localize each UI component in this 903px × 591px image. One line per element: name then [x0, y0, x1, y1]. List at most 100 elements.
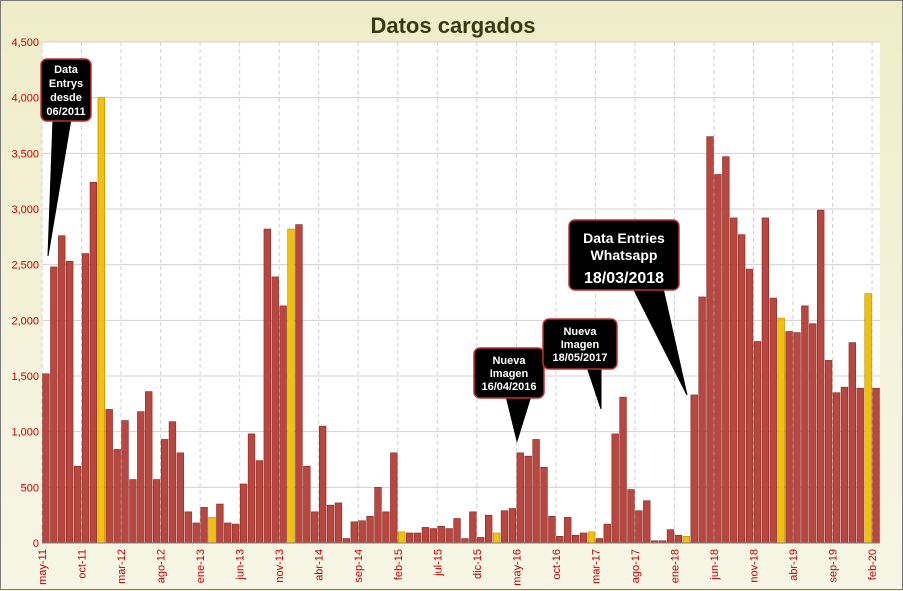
bar-oct-13	[271, 276, 279, 544]
callout-box	[542, 318, 618, 370]
bar-jun-16	[524, 455, 532, 544]
bar-jun-17	[619, 396, 627, 544]
annotations: DataEntrysdesde06/2011NuevaImagen16/04/2…	[40, 58, 688, 443]
bar-dic-14	[382, 511, 390, 544]
bar-jul-18	[722, 156, 730, 544]
bar-ago-11	[66, 261, 74, 544]
bar-dic-13	[287, 228, 295, 544]
bar-abr-13	[224, 522, 232, 544]
bar-jun-12	[145, 391, 153, 544]
bar-may-13	[232, 523, 240, 544]
bar-ago-14	[350, 521, 358, 544]
bar-abr-18	[698, 296, 706, 544]
bar-jul-11	[58, 235, 66, 544]
bar-jun-18	[714, 174, 722, 544]
y-axis: 0 500 1,000 1,500 2,000 2,500 3,000 3,500 4,000 4…	[11, 37, 39, 550]
bar-ago-13	[255, 460, 264, 544]
bar-mar-16	[500, 510, 509, 544]
bar-oct-11	[81, 253, 90, 544]
bar-dic-19	[856, 387, 864, 544]
x-tick-label: abr-14	[314, 549, 326, 581]
bar-nov-16	[564, 517, 572, 544]
bar-dic-12	[192, 522, 200, 544]
bar-ago-18	[730, 217, 738, 544]
bar-jun-15	[429, 528, 437, 544]
bar-nov-13	[279, 305, 287, 544]
y-tick-label: 4,500	[11, 37, 39, 49]
bar-feb-17	[587, 531, 596, 544]
bar-jul-19	[817, 209, 825, 544]
bar-jun-13	[239, 483, 248, 544]
bar-mar-15	[405, 532, 414, 544]
bar-jul-16	[532, 439, 540, 544]
x-tick-label: nov-18	[749, 549, 761, 583]
callout-box	[568, 219, 680, 291]
callout-text: 06/2011	[46, 106, 85, 118]
bar-abr-12	[129, 479, 137, 544]
y-tick-label: 0	[33, 538, 39, 550]
bar-ago-15	[445, 528, 453, 544]
bar-sep-13	[263, 228, 271, 544]
x-tick-label: oct-11	[77, 549, 89, 579]
callout-text: Imagen	[490, 368, 529, 380]
bar-feb-16	[492, 532, 501, 544]
bar-sep-19	[832, 392, 841, 544]
bar-ene-20	[864, 293, 872, 544]
bar-mar-14	[311, 511, 319, 544]
bar-mar-13	[216, 503, 224, 544]
x-tick-label: jul-15	[432, 549, 444, 577]
bar-ago-12	[160, 439, 169, 544]
bar-jul-17	[627, 489, 635, 544]
bar-sep-11	[73, 465, 82, 544]
x-tick-label: ene-13	[195, 549, 207, 583]
callout-text: Nueva	[492, 355, 526, 367]
bar-jul-12	[152, 479, 161, 544]
x-tick-label: ago-17	[630, 549, 642, 583]
bar-nov-19	[848, 342, 856, 544]
bar-jul-15	[437, 525, 445, 544]
bar-mar-18	[690, 394, 698, 544]
bar-ago-19	[824, 360, 833, 544]
bar-abr-14	[318, 425, 327, 544]
callout-box	[473, 347, 545, 399]
bar-sep-15	[453, 518, 461, 544]
x-tick-label: abr-19	[788, 549, 800, 581]
bar-sep-17	[643, 500, 651, 544]
callout-text: Nueva	[563, 326, 597, 338]
bar-feb-12	[113, 449, 121, 544]
bar-may-18	[706, 136, 714, 544]
bar-abr-19	[793, 332, 801, 544]
bar-jun-11	[50, 266, 58, 544]
bar-feb-18	[682, 536, 690, 544]
bar-abr-17	[603, 523, 611, 544]
bar-dic-18	[761, 217, 770, 544]
callout-text: 18/03/2018	[584, 270, 664, 287]
callout-text: Data	[54, 64, 79, 76]
x-tick-label: mar-17	[590, 549, 602, 584]
bar-ene-16	[485, 514, 493, 544]
bar-ago-16	[540, 466, 548, 544]
bar-sep-12	[168, 421, 177, 544]
gridlines	[41, 41, 880, 544]
bar-ene-14	[295, 224, 303, 544]
x-tick-label: may-16	[511, 549, 523, 586]
x-tick-label: sep-19	[828, 549, 840, 583]
bar-oct-15	[461, 538, 469, 544]
bar-feb-19	[777, 317, 785, 544]
bar-jun-19	[809, 323, 817, 544]
bar-ene-13	[200, 507, 208, 544]
bar-dic-15	[477, 537, 485, 544]
bar-may-11	[42, 373, 50, 544]
callout-text: Data Entries	[583, 230, 665, 246]
bar-sep-18	[737, 234, 746, 544]
bar-dic-17	[666, 529, 675, 544]
x-tick-label: nov-13	[274, 549, 286, 583]
bar-mar-19	[785, 331, 793, 544]
bar-oct-16	[556, 536, 564, 544]
bar-oct-14	[366, 515, 374, 544]
